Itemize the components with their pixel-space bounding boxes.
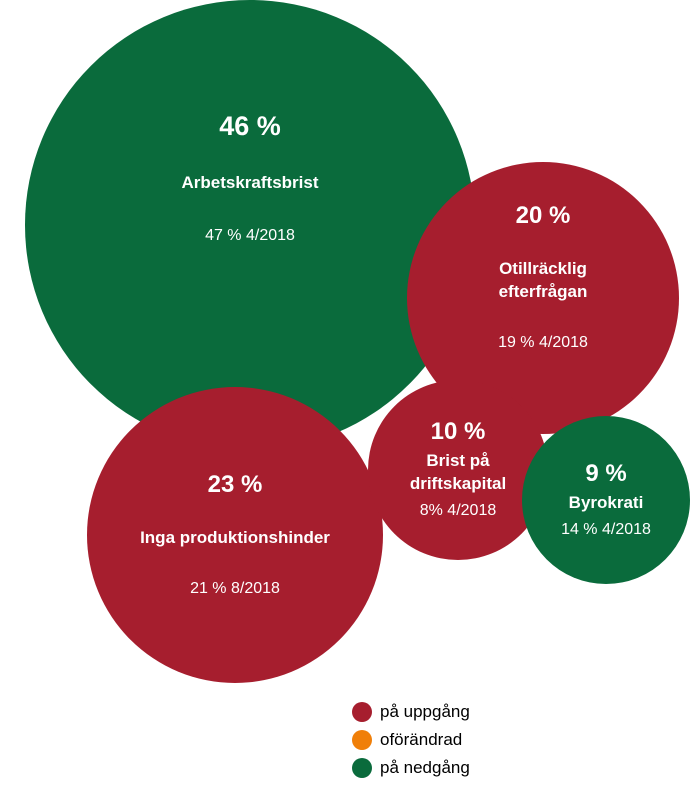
bubble-name: Inga produktionshinder	[140, 527, 330, 547]
bubble-name: Arbetskraftsbrist	[181, 173, 319, 193]
value-label: 46 %	[219, 111, 281, 142]
legend-entry: oförändrad	[352, 730, 462, 750]
legend-swatch	[352, 730, 372, 750]
bubble-note: 47 % 4/2018	[205, 227, 295, 245]
value-label: 20 %	[515, 202, 571, 230]
legend-swatch	[352, 702, 372, 722]
value-label: 10 %	[430, 418, 486, 446]
legend-swatch	[352, 758, 372, 778]
bubble-text: 9 % Byrokrati 14 % 4/2018	[551, 350, 661, 650]
bubble-note: 14 % 4/2018	[561, 520, 651, 538]
bubble-note: 8% 4/2018	[419, 502, 497, 520]
bubble-name: Byrokrati	[568, 492, 644, 512]
bubble	[25, 0, 475, 450]
bubble-name: Otillräcklig efterfrågan	[498, 259, 588, 302]
bubble-text: 20 % Otillräcklig efterfrågan 19 % 4/2018	[453, 128, 633, 428]
legend-label: oförändrad	[380, 730, 463, 749]
bubble-text: 46 % Arbetskraftsbrist 47 % 4/2018	[120, 29, 380, 329]
bubble-name: Brist på driftskapital	[409, 451, 507, 494]
legend-entry: på uppgång	[352, 702, 470, 722]
bubble-note: 19 % 4/2018	[498, 334, 588, 352]
bubble	[86, 386, 384, 684]
value-label: 23 %	[207, 470, 263, 498]
bubble	[368, 380, 548, 560]
bubble-text: 10 % Brist på driftskapital 8% 4/2018	[383, 320, 533, 620]
bubble-note: 21 % 8/2018	[190, 579, 280, 597]
legend-label: på uppgång	[380, 702, 470, 721]
legend-label: på nedgång	[380, 758, 470, 777]
bubble-text: 23 % Inga produktionshinder 21 % 8/2018	[115, 385, 355, 685]
value-label: 9 %	[585, 459, 627, 487]
legend-entry: på nedgång	[352, 758, 470, 778]
bubble	[521, 415, 691, 585]
